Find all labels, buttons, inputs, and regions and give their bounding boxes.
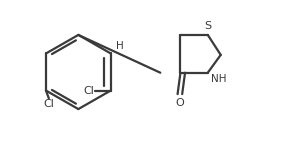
Text: S: S [204,21,211,31]
Text: Cl: Cl [43,99,54,109]
Text: O: O [175,98,184,108]
Text: H: H [116,41,124,51]
Text: NH: NH [211,74,227,84]
Text: Cl: Cl [83,86,94,95]
